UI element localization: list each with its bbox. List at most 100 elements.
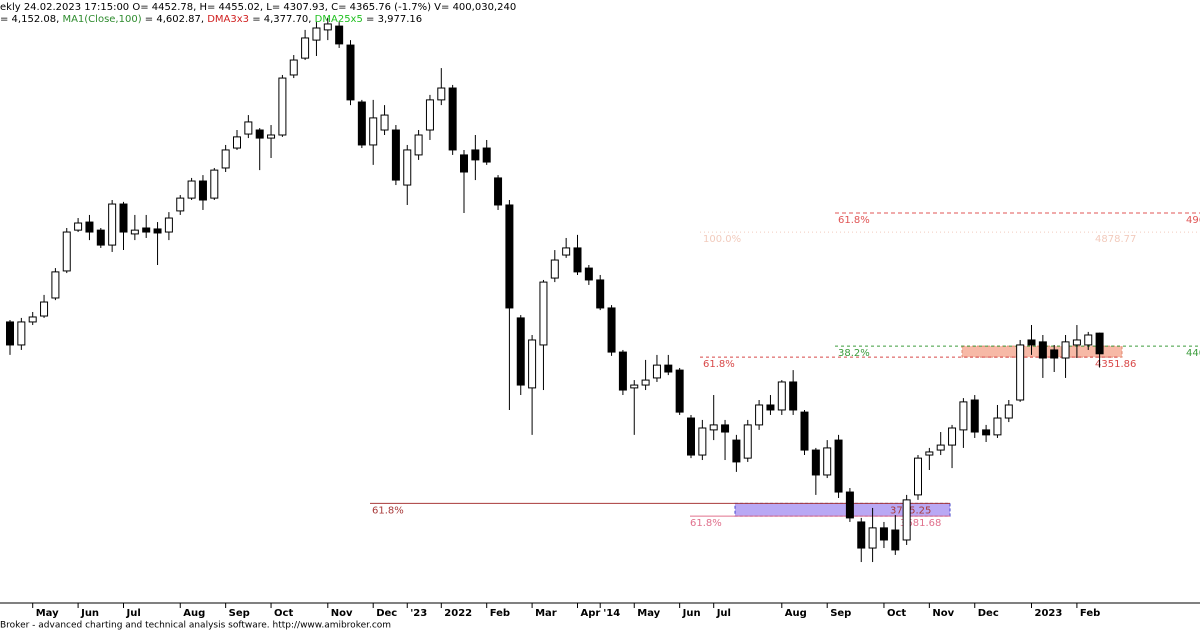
- candle-body: [698, 427, 707, 456]
- candle-body: [460, 154, 468, 173]
- candle-body: [267, 134, 276, 139]
- candle-body: [584, 267, 593, 281]
- candle-body: [51, 271, 60, 299]
- candle-body: [1004, 404, 1013, 419]
- fib-label: 61.8%: [690, 518, 722, 529]
- fib-label: 100.0%: [703, 234, 741, 245]
- candle-body: [1084, 334, 1093, 346]
- candle-body: [970, 399, 979, 433]
- x-tick-label: '14: [603, 608, 620, 619]
- fib-price: 4351.86: [1095, 359, 1136, 370]
- candle-body: [1061, 341, 1070, 359]
- candle-body: [868, 527, 877, 549]
- candle-body: [108, 203, 117, 246]
- x-tick-label: Jun: [682, 608, 701, 619]
- candle-body: [902, 499, 911, 541]
- candle-body: [982, 429, 991, 436]
- candle-body: [380, 114, 389, 131]
- candle-body: [607, 307, 616, 353]
- candle-body: [800, 411, 809, 451]
- indicator: MA1(Close,100): [62, 14, 141, 25]
- candle-body: [914, 457, 922, 496]
- candle-body: [482, 147, 491, 163]
- x-tick-label: Aug: [785, 608, 807, 619]
- candle-body: [948, 427, 957, 446]
- candle-body: [823, 447, 832, 476]
- candle-body: [233, 136, 241, 149]
- indicator: = 3,977.16: [363, 14, 422, 25]
- x-tick-label: Feb: [490, 608, 510, 619]
- candle-body: [176, 197, 185, 212]
- candle-body: [959, 401, 968, 431]
- candle-body: [28, 316, 37, 323]
- footer: Broker - advanced charting and technical…: [0, 621, 391, 630]
- candle-body: [85, 221, 94, 233]
- candle-body: [403, 149, 412, 186]
- candle-body: [596, 279, 605, 309]
- candle-body: [652, 364, 661, 379]
- x-tick-label: Dec: [376, 608, 397, 619]
- x-tick-label: Mar: [535, 608, 557, 619]
- x-tick-label: Aug: [183, 608, 205, 619]
- candle-body: [40, 301, 49, 317]
- candle-body: [993, 417, 1002, 436]
- indicator: = 4,377.70,: [249, 14, 315, 25]
- candle-body: [1016, 344, 1025, 401]
- candle-body: [312, 27, 321, 41]
- x-tick-label: Sep: [229, 608, 250, 619]
- candle-body: [391, 129, 400, 181]
- candle-body: [857, 521, 866, 549]
- candle-body: [1038, 341, 1047, 359]
- fib-price: 3735.25: [890, 505, 931, 516]
- candle-body: [732, 439, 741, 463]
- header: ekly 24.02.2023 17:15:00 O= 4452.78, H= …: [0, 2, 516, 13]
- fib-price: 3681.68: [900, 518, 941, 529]
- candle-body: [755, 404, 764, 426]
- candle-body: [130, 229, 139, 235]
- x-tick-label: Nov: [331, 608, 353, 619]
- candle-body: [709, 424, 718, 431]
- candle-body: [573, 247, 582, 273]
- candle-body: [164, 217, 173, 233]
- candle-body: [687, 417, 695, 456]
- x-tick-label: Feb: [1080, 608, 1100, 619]
- candle-body: [505, 204, 514, 309]
- candle-body: [1027, 339, 1036, 346]
- candle-body: [516, 317, 525, 386]
- candle-body: [664, 364, 673, 373]
- indicator: = 4,152.08,: [0, 14, 62, 25]
- x-tick-label: May: [36, 608, 59, 619]
- candle-body: [448, 87, 457, 151]
- candle-body: [936, 444, 945, 451]
- candle-body: [1050, 349, 1059, 359]
- x-tick-label: 2023: [1035, 608, 1063, 619]
- candle-body: [789, 381, 798, 411]
- candle-body: [357, 101, 366, 146]
- candle-body: [1095, 332, 1104, 355]
- candle-body: [494, 177, 503, 206]
- x-tick-label: Sep: [830, 608, 851, 619]
- candle-body: [879, 527, 888, 541]
- indicator-line: = 4,152.08, MA1(Close,100) = 4,602.87, D…: [0, 14, 422, 25]
- candle-body: [198, 180, 207, 201]
- candle-body: [721, 424, 730, 433]
- candle-body: [550, 259, 559, 279]
- candle-body: [891, 529, 900, 551]
- candle-body: [142, 227, 151, 233]
- x-tick-label: Apr: [581, 608, 601, 619]
- candle-body: [811, 449, 820, 476]
- candle-body: [6, 321, 14, 346]
- candle-body: [221, 149, 230, 169]
- candle-body: [62, 231, 71, 272]
- candle-body: [414, 134, 423, 156]
- candle-body: [278, 77, 287, 136]
- candle-body: [335, 25, 344, 45]
- candle-body: [17, 321, 26, 346]
- fib-label: 61.8%: [838, 215, 870, 226]
- x-tick-label: 2022: [444, 608, 472, 619]
- candle-body: [74, 222, 83, 231]
- candle-body: [369, 117, 378, 146]
- candle-body: [641, 379, 650, 386]
